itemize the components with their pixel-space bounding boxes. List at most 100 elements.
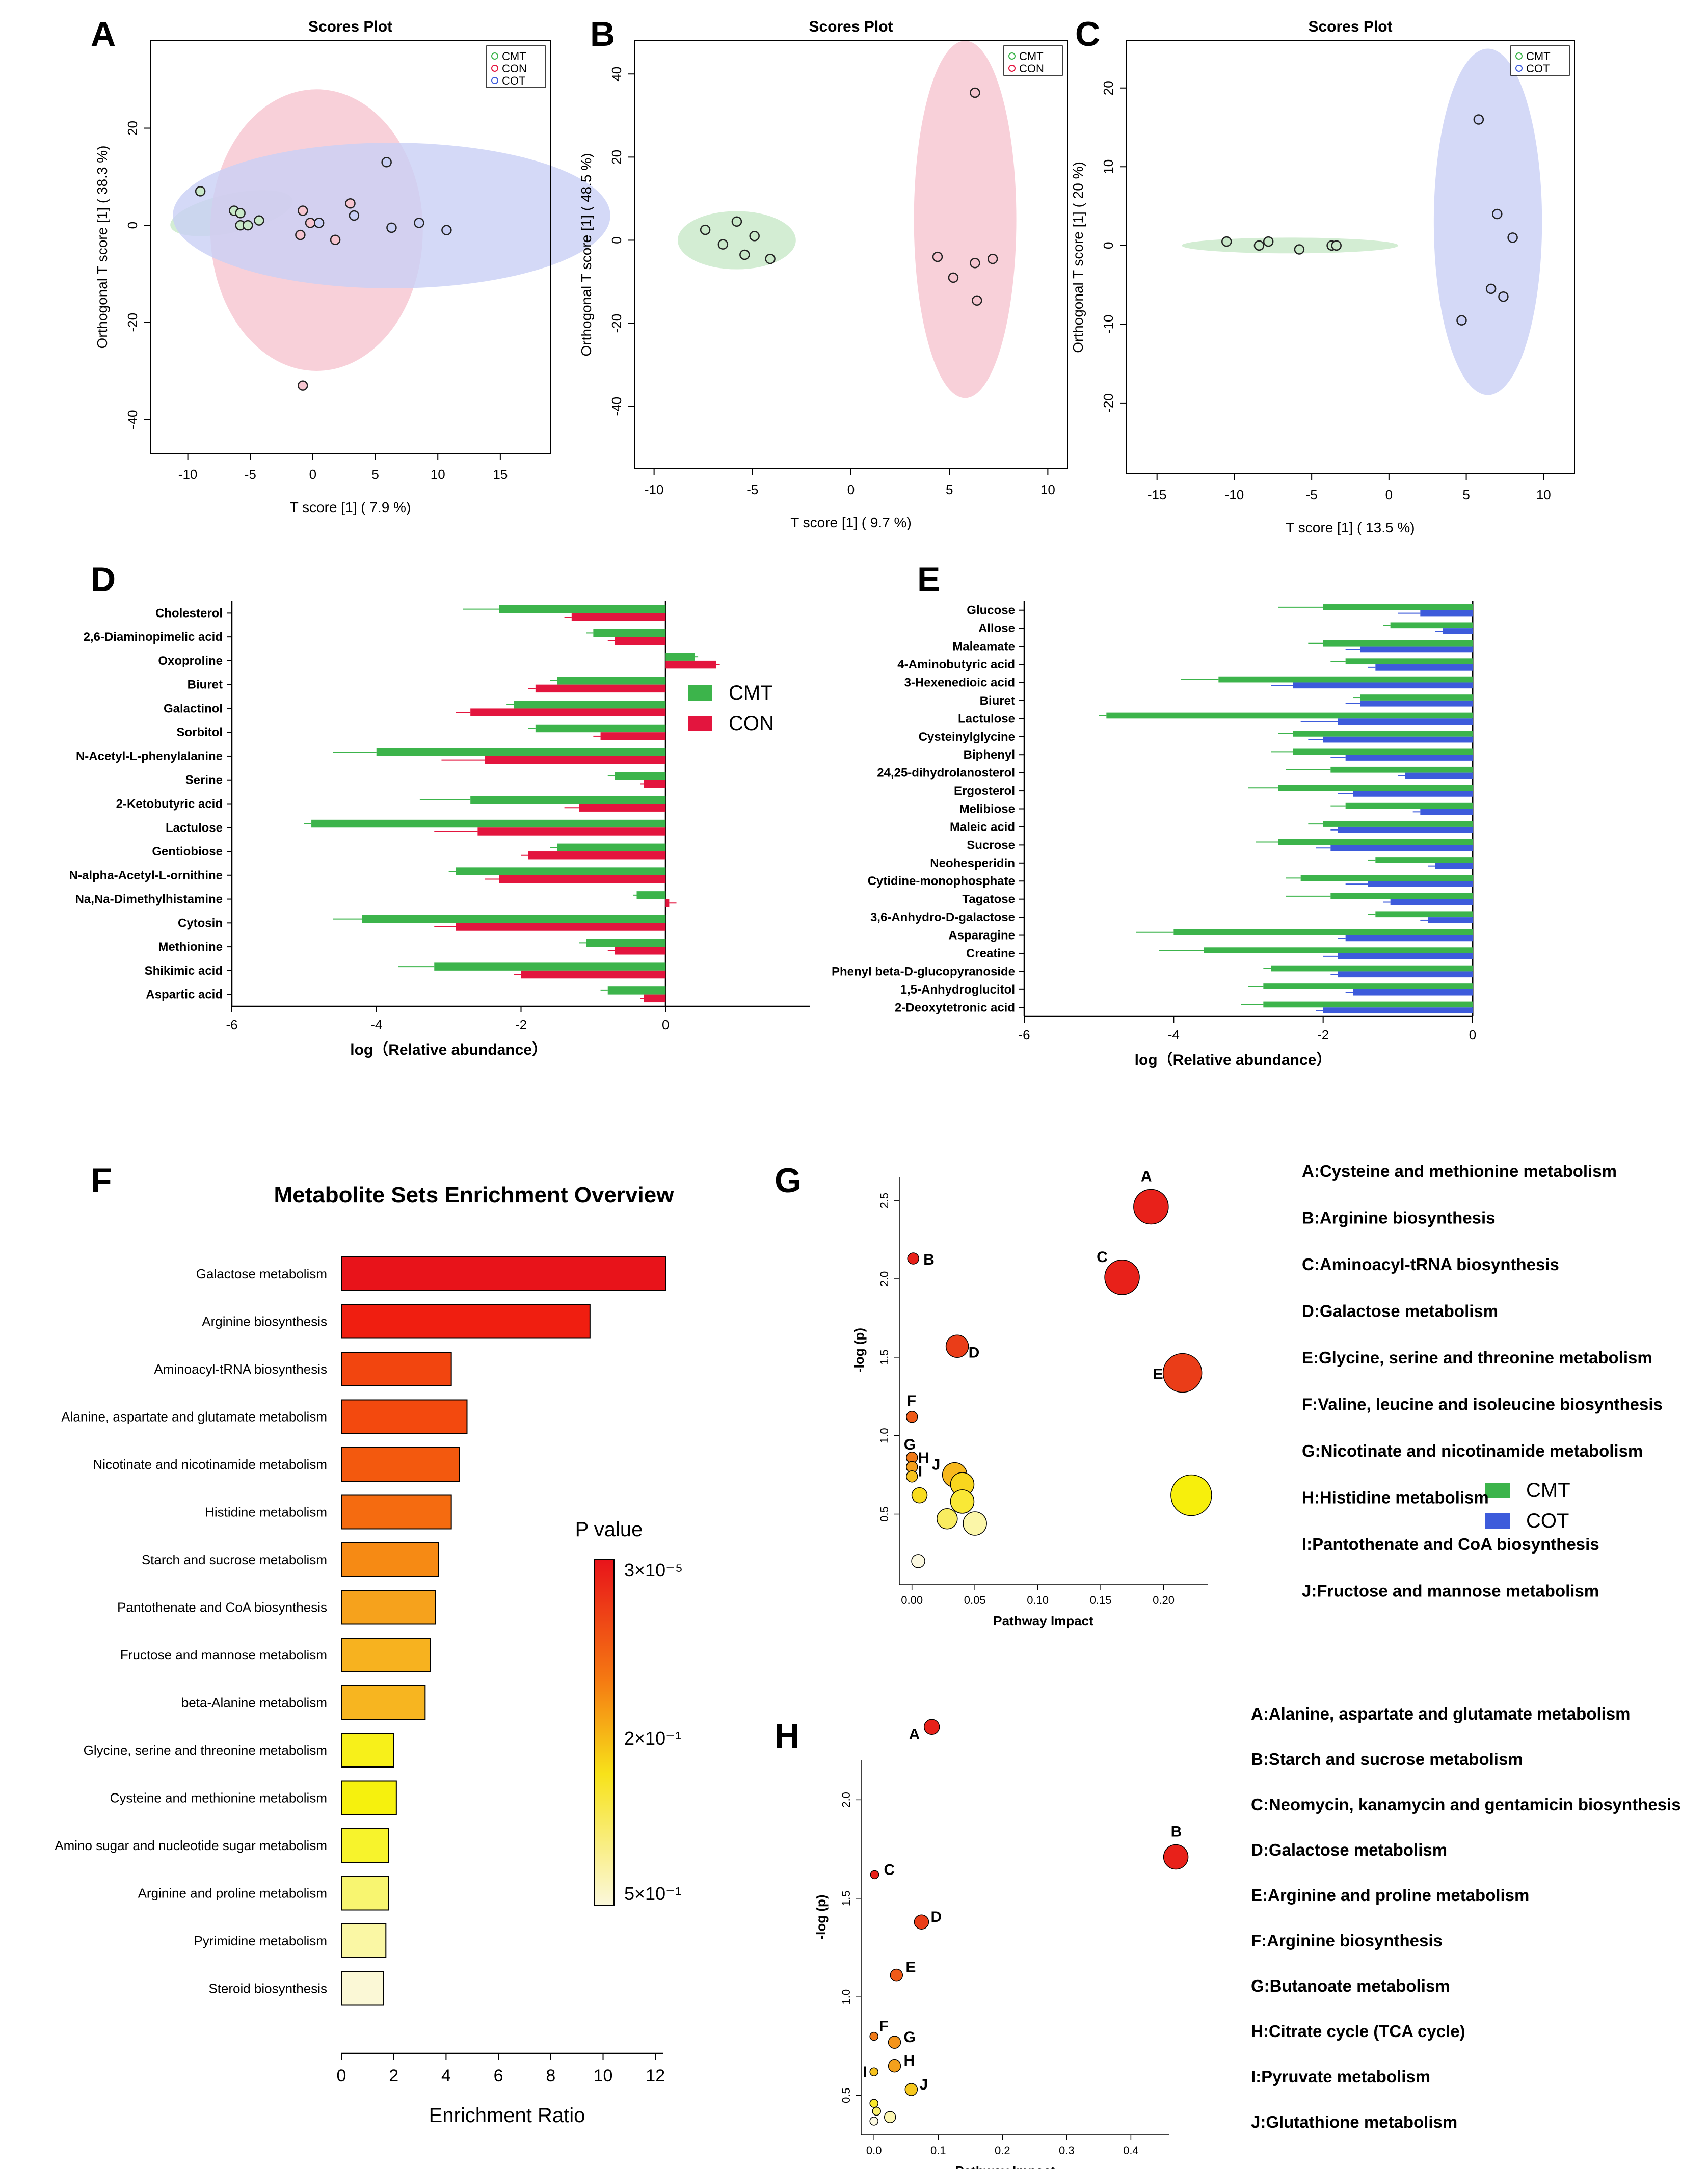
pathway-bubble <box>884 2111 896 2123</box>
category-label: Starch and sucrose metabolism <box>142 1552 327 1567</box>
x-axis-label: Enrichment Ratio <box>429 2104 585 2127</box>
y-tick-label: 40 <box>609 67 624 82</box>
legend-label: COT <box>502 74 525 87</box>
x-tick-label: 4 <box>441 2066 451 2085</box>
data-point-cmt <box>1221 236 1232 247</box>
category-label: Fructose and mannose metabolism <box>120 1647 327 1663</box>
bubble-label: J <box>932 1457 941 1474</box>
x-tick-label: 8 <box>546 2066 555 2085</box>
colorbar-label: 3×10⁻⁵ <box>624 1560 683 1581</box>
pathway-bubble <box>905 1411 918 1423</box>
x-tick-label: 10 <box>594 2066 613 2085</box>
bar-cmt <box>1218 676 1473 683</box>
data-point-con <box>298 380 308 391</box>
category-label: Galactose metabolism <box>196 1266 327 1281</box>
x-tick-label: 0.1 <box>930 2144 946 2157</box>
x-tick-label: -5 <box>245 467 256 482</box>
enrichment-bar <box>341 1256 666 1291</box>
bar-con <box>644 780 666 788</box>
bar-cmt <box>1278 839 1473 845</box>
y-tick-label: -40 <box>609 397 624 416</box>
data-point-cmt <box>749 231 760 242</box>
x-tick-label: 0.20 <box>1153 1594 1175 1606</box>
bar-cmt <box>1375 857 1473 863</box>
data-point-con <box>972 295 982 306</box>
pathway-legend-item: C:Neomycin, kanamycin and gentamicin bio… <box>1251 1795 1681 1814</box>
legend-label: CMT <box>502 50 526 63</box>
pathway-bubble <box>911 1487 928 1504</box>
legend-marker-cot <box>1515 65 1523 72</box>
pathway-bubble <box>888 2036 901 2049</box>
bar-cmt <box>434 962 666 971</box>
bar-cmt <box>557 677 666 685</box>
data-point-cot <box>1456 315 1467 326</box>
y-tick-label: -20 <box>1101 393 1116 413</box>
y-tick-label: 1.5 <box>878 1350 891 1365</box>
x-tick-label: 2 <box>389 2066 398 2085</box>
enrichment-bar <box>341 1876 389 1911</box>
x-tick-label: 0.4 <box>1123 2144 1139 2157</box>
category-label: Lactulose <box>166 821 223 835</box>
panel-label-B: B <box>590 15 615 53</box>
y-tick-label: 0.5 <box>878 1506 891 1522</box>
x-tick-label: 0.05 <box>964 1594 986 1606</box>
bubble-label: G <box>904 2029 916 2046</box>
pathway-legend-item: E:Arginine and proline metabolism <box>1251 1886 1529 1905</box>
data-point-con <box>948 272 959 283</box>
category-label: Sucrose <box>967 838 1015 852</box>
bar-con <box>615 637 666 645</box>
y-tick-label: -20 <box>125 313 140 332</box>
category-label: Cytosin <box>178 916 223 930</box>
p-value-colorbar <box>594 1559 615 1906</box>
y-tick-label: 1.5 <box>840 1890 852 1906</box>
bar-con <box>456 923 666 931</box>
bar-cmt <box>593 629 666 637</box>
pathway-bubble <box>1170 1474 1212 1516</box>
category-label: 24,25-dihydrolanosterol <box>877 766 1015 780</box>
bar-cot <box>1353 791 1473 797</box>
legend-marker-cmt <box>491 52 498 60</box>
bar-cmt <box>1204 947 1473 953</box>
data-point-cot <box>441 225 452 235</box>
pathway-bubble <box>869 2117 878 2126</box>
legend-label: COT <box>1526 1510 1569 1532</box>
enrichment-bar <box>341 1828 389 1863</box>
pathway-legend-item: D:Galactose metabolism <box>1302 1302 1498 1321</box>
x-tick-label: 0.2 <box>995 2144 1010 2157</box>
category-label: Ergosterol <box>954 784 1015 798</box>
data-point-cmt <box>254 215 264 226</box>
bar-cot <box>1330 845 1473 851</box>
bar-cot <box>1323 1007 1473 1013</box>
bar-cot <box>1293 682 1473 689</box>
data-point-cmt <box>243 220 253 231</box>
x-axis-label: T score [1] ( 9.7 %) <box>790 515 912 530</box>
legend-marker-con <box>491 65 498 72</box>
y-axis-label: -log (p) <box>851 1328 867 1373</box>
bar-cmt <box>1293 731 1473 737</box>
category-label: Gentiobiose <box>152 845 223 859</box>
category-label: Histidine metabolism <box>205 1505 327 1520</box>
data-point-cmt <box>1331 240 1342 251</box>
bar-con <box>615 947 666 955</box>
plot-title: Scores Plot <box>809 18 893 35</box>
pathway-legend-item: H:Histidine metabolism <box>1302 1488 1489 1507</box>
bar-cot <box>1443 628 1473 634</box>
y-tick-label: 20 <box>125 121 140 136</box>
x-tick-label: 5 <box>946 482 953 497</box>
bar-cot <box>1345 935 1473 942</box>
pathway-legend-item: F:Arginine biosynthesis <box>1251 1931 1443 1950</box>
chart-title: Metabolite Sets Enrichment Overview <box>274 1183 675 1208</box>
bar-cot <box>1428 917 1473 923</box>
x-tick-label: -15 <box>1147 487 1167 502</box>
x-tick-label: 10 <box>1536 487 1551 502</box>
panel-label-F: F <box>91 1161 112 1200</box>
y-tick-label: 20 <box>609 150 624 165</box>
category-label: Glycine, serine and threonine metabolism <box>84 1743 327 1758</box>
data-point-cot <box>349 210 360 221</box>
bar-cmt <box>1375 911 1473 918</box>
pathway-legend-item: H:Citrate cycle (TCA cycle) <box>1251 2022 1465 2041</box>
data-point-cot <box>414 218 424 228</box>
bar-cot <box>1368 881 1473 887</box>
bubble-label: A <box>1141 1168 1152 1185</box>
